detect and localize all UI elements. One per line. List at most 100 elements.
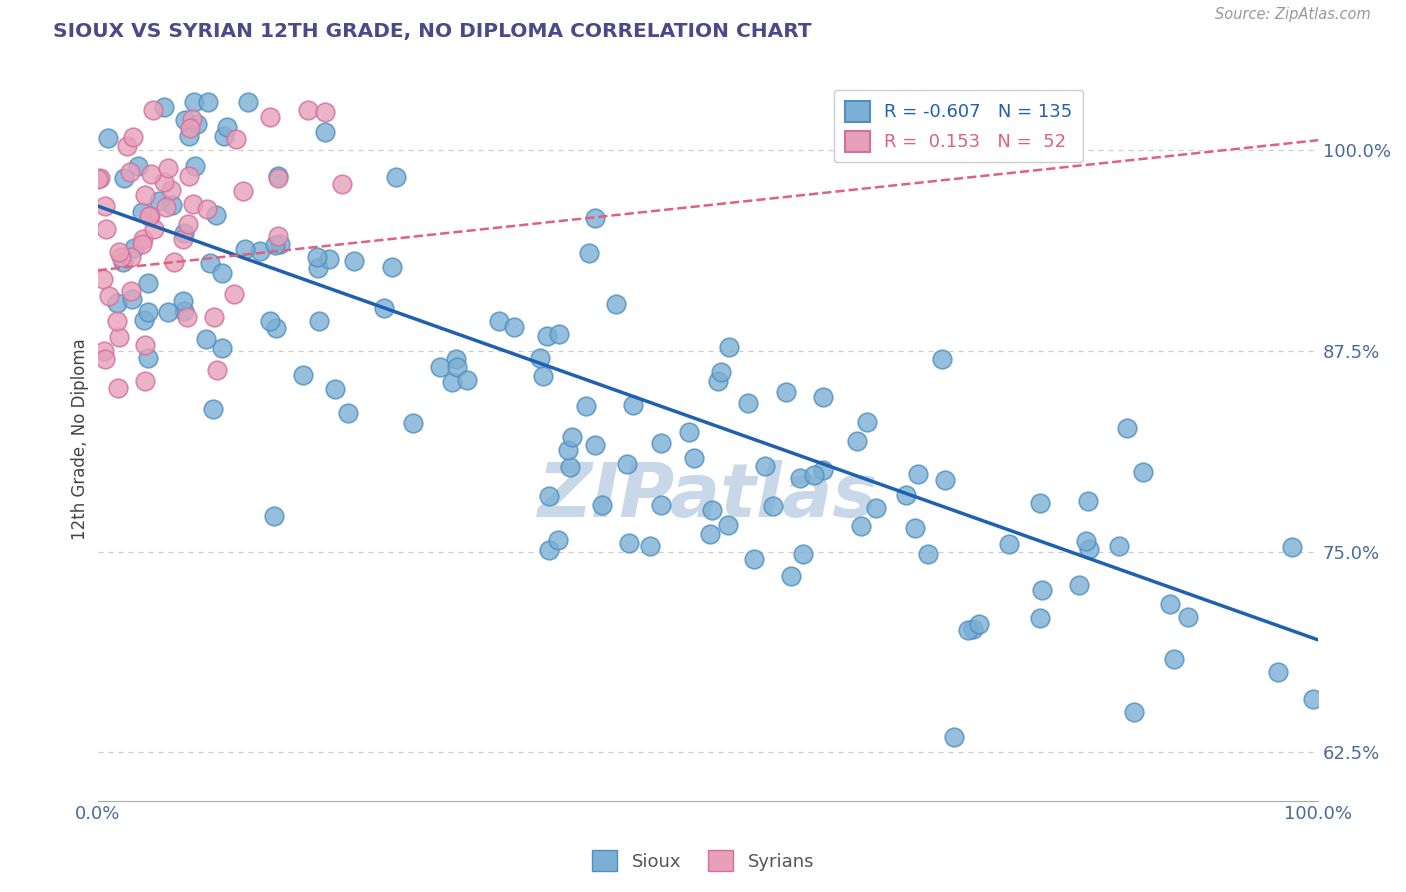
Point [811, 390, 834, 404]
Point [139, 209, 162, 223]
Point [179, 121, 201, 136]
Point [754, 459, 776, 474]
Legend: R = -0.607   N = 135, R =  0.153   N =  52: R = -0.607 N = 135, R = 0.153 N = 52 [834, 90, 1083, 162]
Point [142, 103, 165, 117]
Point [114, 170, 136, 185]
Point [157, 161, 180, 175]
Point [160, 183, 183, 197]
Point [108, 244, 131, 259]
Point [205, 362, 228, 376]
Point [97, 131, 120, 145]
Point [381, 260, 404, 275]
Point [851, 518, 873, 533]
Y-axis label: 12th Grade, No Diploma: 12th Grade, No Diploma [72, 338, 89, 540]
Point [1177, 610, 1199, 624]
Point [1267, 665, 1289, 679]
Point [536, 328, 558, 343]
Point [1116, 421, 1139, 435]
Point [179, 169, 201, 183]
Point [194, 332, 217, 346]
Point [173, 304, 195, 318]
Point [578, 245, 600, 260]
Point [205, 208, 228, 222]
Point [547, 533, 569, 548]
Point [444, 351, 467, 366]
Point [148, 194, 170, 209]
Point [1281, 540, 1303, 554]
Point [813, 463, 835, 477]
Point [160, 198, 183, 212]
Point [1163, 652, 1185, 666]
Point [702, 503, 724, 517]
Point [1078, 541, 1101, 556]
Point [183, 197, 205, 211]
Point [211, 341, 233, 355]
Point [211, 267, 233, 281]
Point [132, 232, 155, 246]
Point [548, 327, 571, 342]
Point [678, 425, 700, 440]
Point [186, 117, 208, 131]
Point [792, 547, 814, 561]
Point [108, 330, 131, 344]
Point [163, 255, 186, 269]
Point [789, 471, 811, 485]
Point [94, 222, 117, 236]
Point [266, 170, 288, 185]
Point [931, 351, 953, 366]
Point [1159, 597, 1181, 611]
Point [93, 344, 115, 359]
Point [1077, 494, 1099, 508]
Point [557, 442, 579, 457]
Point [323, 382, 346, 396]
Point [441, 375, 464, 389]
Point [314, 125, 336, 139]
Point [1074, 534, 1097, 549]
Point [297, 103, 319, 117]
Point [197, 95, 219, 109]
Point [120, 251, 142, 265]
Point [640, 539, 662, 553]
Point [1108, 539, 1130, 553]
Point [737, 395, 759, 409]
Point [267, 169, 290, 183]
Point [117, 139, 139, 153]
Legend: Sioux, Syrians: Sioux, Syrians [585, 843, 821, 879]
Point [903, 521, 925, 535]
Point [330, 178, 353, 192]
Point [91, 272, 114, 286]
Point [89, 170, 111, 185]
Point [138, 276, 160, 290]
Point [336, 406, 359, 420]
Text: Source: ZipAtlas.com: Source: ZipAtlas.com [1215, 7, 1371, 22]
Point [110, 250, 132, 264]
Point [127, 159, 149, 173]
Point [264, 237, 287, 252]
Point [488, 314, 510, 328]
Point [236, 95, 259, 109]
Point [373, 301, 395, 315]
Point [180, 112, 202, 127]
Point [173, 226, 195, 240]
Point [1031, 583, 1053, 598]
Point [134, 338, 156, 352]
Point [122, 130, 145, 145]
Point [121, 292, 143, 306]
Point [176, 310, 198, 325]
Point [856, 415, 879, 429]
Point [138, 210, 160, 224]
Point [943, 730, 966, 744]
Point [177, 217, 200, 231]
Point [307, 251, 329, 265]
Point [111, 254, 134, 268]
Point [174, 112, 197, 127]
Point [967, 617, 990, 632]
Point [621, 398, 644, 412]
Point [717, 517, 740, 532]
Point [1029, 496, 1052, 510]
Point [617, 536, 640, 550]
Point [318, 252, 340, 266]
Point [172, 293, 194, 308]
Point [153, 100, 176, 114]
Point [259, 314, 281, 328]
